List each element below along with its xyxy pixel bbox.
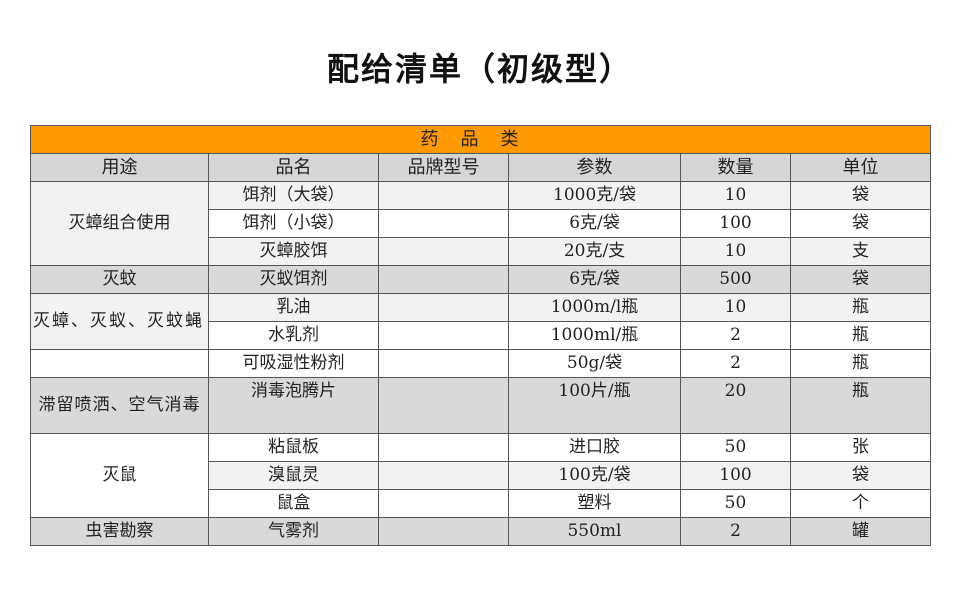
- table-row: 滞留喷洒、空气消毒 消毒泡腾片 100片/瓶 20 瓶: [30, 377, 932, 434]
- qty-cell: 2: [680, 321, 791, 350]
- name-cell: 溴鼠灵: [208, 461, 379, 490]
- unit-cell: 张: [789, 433, 932, 462]
- name-cell: 可吸湿性粉剂: [208, 349, 379, 378]
- unit-cell: 瓶: [789, 377, 932, 434]
- param-cell: 塑料: [508, 489, 681, 518]
- qty-cell: 100: [680, 209, 791, 238]
- unit-cell: 个: [789, 489, 932, 518]
- qty-cell: 20: [680, 377, 791, 434]
- table-row: 灭鼠 粘鼠板 进口胶 50 张: [30, 433, 932, 518]
- name-cell: 灭蚁饵剂: [208, 265, 379, 294]
- param-cell: 6克/袋: [508, 265, 681, 294]
- usage-cell: 虫害勘察: [30, 517, 209, 546]
- qty-cell: 10: [680, 293, 791, 322]
- param-cell: 100克/袋: [508, 461, 681, 490]
- param-cell: 550ml: [508, 517, 681, 546]
- usage-cell: 灭蚊: [30, 265, 209, 294]
- param-cell: 1000ml/瓶: [508, 321, 681, 350]
- header-param: 参数: [508, 153, 681, 182]
- unit-cell: 袋: [789, 181, 932, 210]
- header-name: 品名: [208, 153, 379, 182]
- supply-list-table: 药品类 用途 品名 品牌型号 参数 数量 单位 灭蟑组合使用 饵剂（大袋） 10…: [29, 125, 932, 546]
- name-cell: 饵剂（大袋）: [208, 181, 379, 210]
- brand-cell: [378, 237, 509, 266]
- unit-cell: 瓶: [789, 321, 932, 350]
- header-unit: 单位: [789, 153, 932, 182]
- brand-cell: [378, 461, 509, 490]
- qty-cell: 2: [680, 517, 791, 546]
- name-cell: 气雾剂: [208, 517, 379, 546]
- brand-cell: [378, 349, 509, 378]
- brand-cell: [378, 181, 509, 210]
- header-usage: 用途: [30, 153, 209, 182]
- qty-cell: 500: [680, 265, 791, 294]
- brand-cell: [378, 265, 509, 294]
- category-label: 药品类: [29, 125, 932, 154]
- name-cell: 粘鼠板: [208, 433, 379, 462]
- table-row: 可吸湿性粉剂 50g/袋 2 瓶: [30, 349, 932, 378]
- header-brand: 品牌型号: [378, 153, 509, 182]
- param-cell: 1000克/袋: [508, 181, 681, 210]
- table-row: 灭蟑胶饵 20克/支 10 支: [31, 237, 932, 266]
- unit-cell: 袋: [789, 209, 932, 238]
- brand-cell: [378, 489, 509, 518]
- page-title: 配给清单（初级型）: [326, 50, 633, 88]
- unit-cell: 罐: [789, 517, 932, 546]
- table-row: 灭蟑组合使用 饵剂（大袋） 1000克/袋 10 袋: [30, 181, 932, 266]
- param-cell: 50g/袋: [508, 349, 681, 378]
- name-cell: 饵剂（小袋）: [208, 209, 379, 238]
- qty-cell: 10: [680, 181, 791, 210]
- unit-cell: 瓶: [789, 293, 932, 322]
- brand-cell: [378, 433, 509, 462]
- qty-cell: 50: [680, 489, 791, 518]
- table-row: 虫害勘察 气雾剂 550ml 2 罐: [30, 517, 932, 546]
- table-row: 饵剂（小袋） 6克/袋 100 袋: [31, 209, 932, 238]
- param-cell: 20克/支: [508, 237, 681, 266]
- table-row: 灭蟑、灭蚁、灭蚊蝇 乳油 1000m/l瓶 10 瓶: [30, 293, 932, 350]
- name-cell: 消毒泡腾片: [208, 377, 379, 434]
- usage-cell: 滞留喷洒、空气消毒: [30, 377, 209, 434]
- table-row: 鼠盒 塑料 50 个: [31, 489, 932, 518]
- unit-cell: 支: [789, 237, 932, 266]
- unit-cell: 袋: [789, 265, 932, 294]
- qty-cell: 2: [680, 349, 791, 378]
- brand-cell: [378, 293, 509, 322]
- qty-cell: 100: [680, 461, 791, 490]
- table-row: 溴鼠灵 100克/袋 100 袋: [31, 461, 932, 490]
- name-cell: 水乳剂: [208, 321, 379, 350]
- table-row: 水乳剂 1000ml/瓶 2 瓶: [31, 321, 932, 350]
- table-row: 灭蚊 灭蚁饵剂 6克/袋 500 袋: [30, 265, 932, 294]
- category-row: 药品类: [29, 125, 932, 154]
- usage-cell: 灭鼠: [30, 433, 209, 518]
- usage-cell: 灭蟑、灭蚁、灭蚊蝇: [30, 293, 209, 350]
- param-cell: 100片/瓶: [508, 377, 681, 434]
- brand-cell: [378, 517, 509, 546]
- brand-cell: [378, 209, 509, 238]
- param-cell: 1000m/l瓶: [508, 293, 681, 322]
- brand-cell: [378, 321, 509, 350]
- name-cell: 鼠盒: [208, 489, 379, 518]
- name-cell: 灭蟑胶饵: [208, 237, 379, 266]
- name-cell: 乳油: [208, 293, 379, 322]
- qty-cell: 10: [680, 237, 791, 266]
- header-qty: 数量: [680, 153, 791, 182]
- param-cell: 6克/袋: [508, 209, 681, 238]
- usage-cell: [30, 349, 209, 378]
- usage-cell: 灭蟑组合使用: [30, 181, 209, 266]
- unit-cell: 袋: [789, 461, 932, 490]
- brand-cell: [378, 377, 509, 434]
- header-row: 用途 品名 品牌型号 参数 数量 单位: [30, 153, 932, 182]
- param-cell: 进口胶: [508, 433, 681, 462]
- unit-cell: 瓶: [789, 349, 932, 378]
- qty-cell: 50: [680, 433, 791, 462]
